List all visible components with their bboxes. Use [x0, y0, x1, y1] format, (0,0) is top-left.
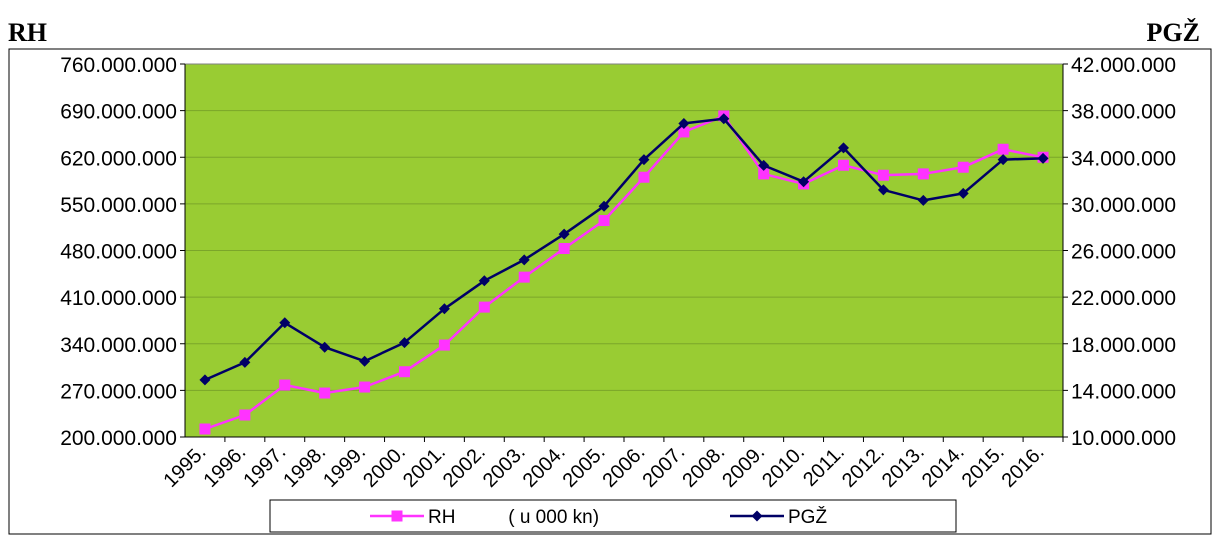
left-tick-label: 340.000.000 — [60, 334, 177, 357]
data-point-pgz — [718, 113, 730, 125]
right-tick-label: 18.000.000 — [1071, 334, 1176, 357]
left-tick-label: 270.000.000 — [60, 380, 177, 403]
left-tick-label: 550.000.000 — [60, 194, 177, 217]
data-point-pgz — [438, 303, 450, 315]
legend: RH ( u 000 kn) PGŽ — [269, 499, 957, 533]
right-tick-label: 22.000.000 — [1071, 287, 1176, 310]
data-point-rh — [199, 423, 211, 435]
data-point-rh — [279, 379, 291, 391]
series-layer — [199, 110, 1049, 435]
left-axis-header: RH — [8, 18, 47, 47]
legend-label: RH ( u 000 kn) — [428, 507, 599, 528]
left-y-axis: 200.000.000 270.000.000 340.000.000 410.000… — [60, 54, 186, 450]
data-point-pgz — [798, 176, 810, 188]
data-point-rh — [957, 161, 969, 173]
legend-label: PGŽ — [788, 506, 827, 528]
data-point-rh — [838, 159, 849, 171]
data-point-rh — [359, 381, 371, 393]
data-point-pgz — [758, 159, 770, 171]
data-point-rh — [399, 366, 410, 378]
left-tick-label: 200.000.000 — [60, 427, 177, 450]
right-tick-label: 34.000.000 — [1071, 147, 1176, 170]
data-point-pgz — [359, 355, 371, 367]
data-point-pgz — [558, 228, 570, 240]
data-point-rh — [758, 168, 770, 180]
left-tick-label: 620.000.000 — [60, 147, 177, 170]
data-point-rh — [558, 243, 570, 255]
data-point-pgz — [239, 356, 251, 368]
data-point-rh — [678, 126, 690, 138]
data-point-rh — [478, 301, 490, 313]
data-point-pgz — [997, 154, 1009, 166]
left-tick-label: 690.000.000 — [60, 101, 177, 124]
legend-marker-rh — [391, 510, 403, 522]
legend-marker-pgz — [751, 510, 763, 522]
data-point-pgz — [957, 187, 969, 199]
data-point-pgz — [319, 341, 331, 353]
right-axis-header: PGŽ — [1146, 18, 1200, 47]
data-point-pgz — [598, 200, 610, 212]
right-tick-label: 30.000.000 — [1071, 194, 1176, 217]
series-line-rh — [204, 114, 1044, 431]
data-point-rh — [877, 169, 889, 181]
left-tick-label: 760.000.000 — [60, 54, 177, 77]
data-point-pgz — [399, 337, 410, 349]
data-point-rh — [917, 168, 929, 180]
left-tick-label: 480.000.000 — [60, 241, 177, 264]
data-point-pgz — [518, 254, 530, 266]
data-point-rh — [638, 171, 650, 183]
data-point-pgz — [1037, 152, 1049, 164]
right-tick-label: 42.000.000 — [1071, 54, 1176, 77]
data-point-rh — [438, 339, 450, 351]
series-line-pgz — [204, 117, 1044, 382]
data-point-rh — [239, 409, 251, 421]
right-tick-label: 14.000.000 — [1071, 380, 1176, 403]
data-point-rh — [319, 387, 331, 399]
data-point-pgz — [279, 317, 291, 329]
data-point-pgz — [199, 374, 211, 386]
right-y-axis: 10.000.000 14.000.000 18.000.000 22.000.000… — [1062, 54, 1176, 450]
data-point-pgz — [877, 184, 889, 196]
right-tick-label: 38.000.000 — [1071, 101, 1176, 124]
data-point-pgz — [638, 154, 650, 166]
data-point-pgz — [478, 275, 490, 287]
right-tick-label: 26.000.000 — [1071, 241, 1176, 264]
data-point-rh — [518, 271, 530, 283]
data-point-rh — [997, 143, 1009, 155]
left-tick-label: 410.000.000 — [60, 287, 177, 310]
data-point-pgz — [678, 117, 690, 129]
right-tick-label: 10.000.000 — [1071, 427, 1176, 450]
data-point-rh — [598, 215, 610, 227]
data-point-pgz — [917, 194, 929, 206]
gridlines — [185, 110, 1063, 391]
data-point-pgz — [838, 142, 849, 154]
